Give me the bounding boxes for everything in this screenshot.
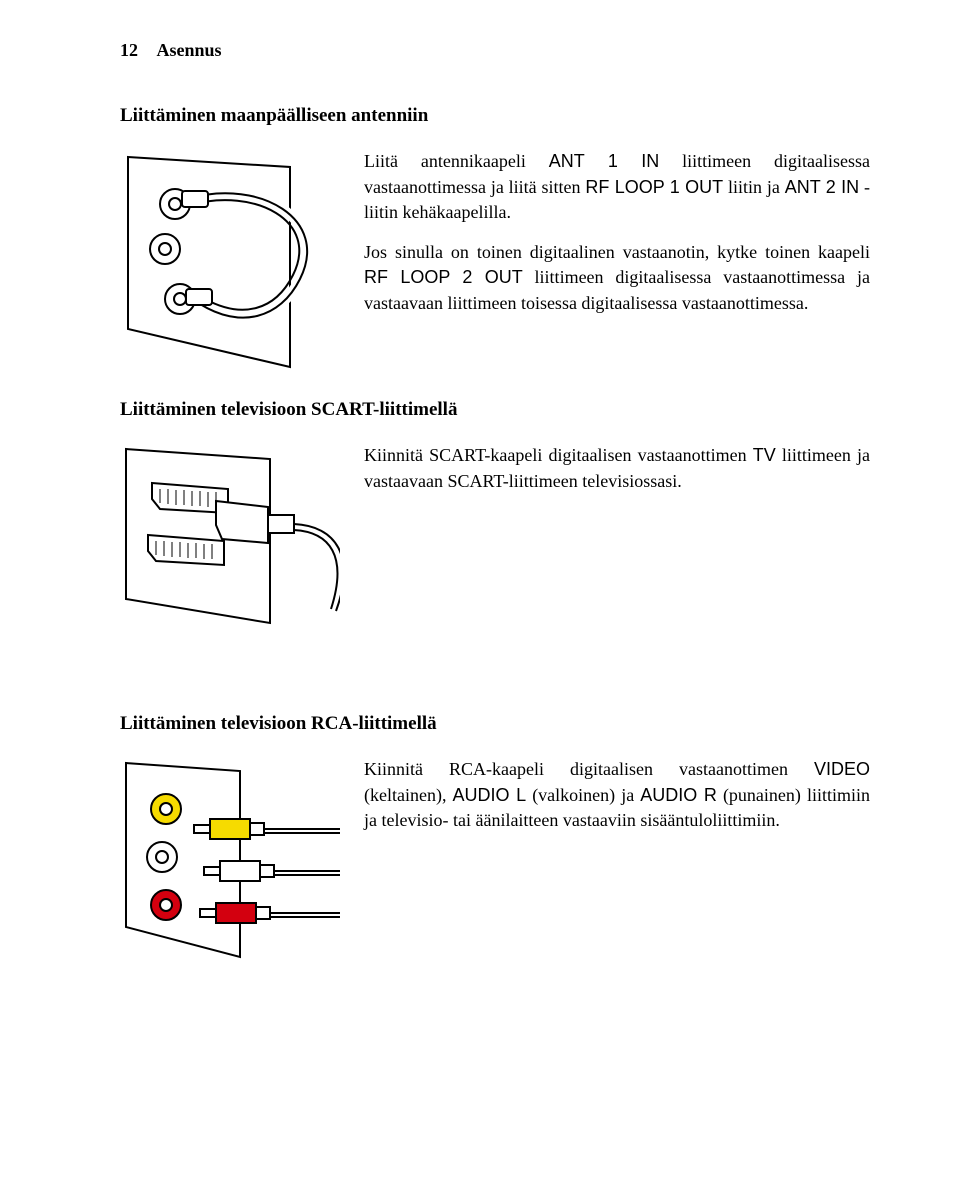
label-video: VIDEO	[814, 759, 870, 779]
s3: Liittäminen televisioon RCA-liittimellä	[120, 713, 870, 967]
page-number: 12	[120, 40, 138, 60]
label-audio-r: AUDIO R	[640, 785, 717, 805]
s1-heading: Liittäminen maanpäälliseen antenniin	[120, 105, 870, 127]
s3-heading: Liittäminen televisioon RCA-liittimellä	[120, 713, 870, 735]
label-ant2in: ANT 2 IN	[785, 177, 859, 197]
s1-row: Liitä antennikaapeli ANT 1 IN liittimeen…	[120, 149, 870, 379]
s3-para1: Kiinnitä RCA-kaapeli digitaalisen vastaa…	[364, 757, 870, 834]
s1-para1: Liitä antennikaapeli ANT 1 IN liittimeen…	[364, 149, 870, 226]
s2: Liittäminen televisioon SCART-liittimell…	[120, 399, 870, 633]
rca-illustration	[120, 757, 340, 967]
s1-para2: Jos sinulla on toinen digitaalinen vasta…	[364, 240, 870, 317]
s2-para1: Kiinnitä SCART-kaapeli digitaalisen vast…	[364, 443, 870, 494]
label-tv: TV	[753, 445, 776, 465]
label-ant1in: ANT 1 IN	[549, 151, 660, 171]
s2-text: Kiinnitä SCART-kaapeli digitaalisen vast…	[364, 443, 870, 508]
page-header: 12 Asennus	[120, 40, 870, 61]
scart-illustration	[120, 443, 340, 633]
section-title: Asennus	[157, 40, 222, 60]
s3-row: Kiinnitä RCA-kaapeli digitaalisen vastaa…	[120, 757, 870, 967]
s2-row: Kiinnitä SCART-kaapeli digitaalisen vast…	[120, 443, 870, 633]
label-audio-l: AUDIO L	[453, 785, 527, 805]
antenna-illustration	[120, 149, 340, 379]
page: 12 Asennus Liittäminen maanpäälliseen an…	[0, 0, 960, 1182]
label-rfloop1out: RF LOOP 1 OUT	[585, 177, 723, 197]
s2-heading: Liittäminen televisioon SCART-liittimell…	[120, 399, 870, 421]
s3-text: Kiinnitä RCA-kaapeli digitaalisen vastaa…	[364, 757, 870, 848]
s1-text: Liitä antennikaapeli ANT 1 IN liittimeen…	[364, 149, 870, 330]
label-rfloop2out: RF LOOP 2 OUT	[364, 267, 523, 287]
